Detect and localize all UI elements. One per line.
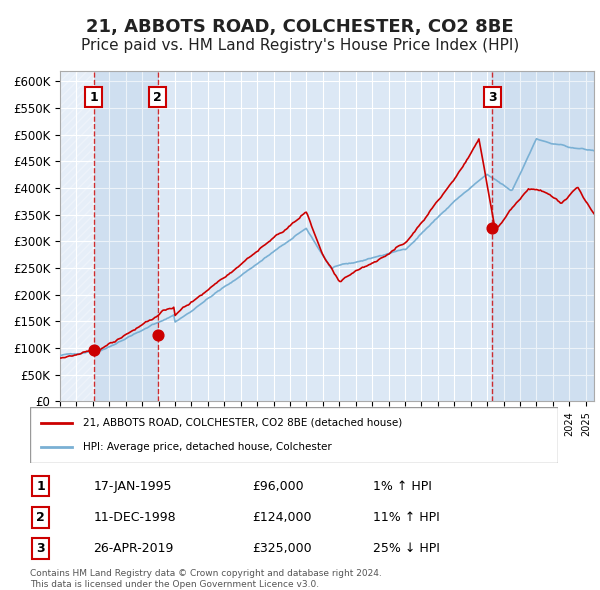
Text: 1: 1	[36, 480, 45, 493]
Text: 11-DEC-1998: 11-DEC-1998	[94, 511, 176, 524]
Point	[153, 330, 163, 340]
Text: Price paid vs. HM Land Registry's House Price Index (HPI): Price paid vs. HM Land Registry's House …	[81, 38, 519, 53]
Text: £325,000: £325,000	[252, 542, 311, 555]
Text: 26-APR-2019: 26-APR-2019	[94, 542, 174, 555]
Text: £124,000: £124,000	[252, 511, 311, 524]
Text: 3: 3	[36, 542, 45, 555]
Text: 1% ↑ HPI: 1% ↑ HPI	[373, 480, 432, 493]
Bar	[60, 71, 94, 401]
Text: 25% ↓ HPI: 25% ↓ HPI	[373, 542, 440, 555]
Text: Contains HM Land Registry data © Crown copyright and database right 2024.
This d: Contains HM Land Registry data © Crown c…	[30, 569, 382, 589]
Text: HPI: Average price, detached house, Colchester: HPI: Average price, detached house, Colc…	[83, 442, 332, 453]
Text: £96,000: £96,000	[252, 480, 304, 493]
Text: 2: 2	[36, 511, 45, 524]
Bar	[94, 71, 158, 401]
Text: 2: 2	[153, 91, 162, 104]
Text: 21, ABBOTS ROAD, COLCHESTER, CO2 8BE: 21, ABBOTS ROAD, COLCHESTER, CO2 8BE	[86, 18, 514, 36]
Text: 1: 1	[89, 91, 98, 104]
Text: 3: 3	[488, 91, 497, 104]
Bar	[493, 71, 594, 401]
Point	[488, 223, 497, 232]
Text: 21, ABBOTS ROAD, COLCHESTER, CO2 8BE (detached house): 21, ABBOTS ROAD, COLCHESTER, CO2 8BE (de…	[83, 418, 402, 428]
Text: 11% ↑ HPI: 11% ↑ HPI	[373, 511, 440, 524]
Text: 17-JAN-1995: 17-JAN-1995	[94, 480, 172, 493]
Point	[89, 345, 98, 355]
